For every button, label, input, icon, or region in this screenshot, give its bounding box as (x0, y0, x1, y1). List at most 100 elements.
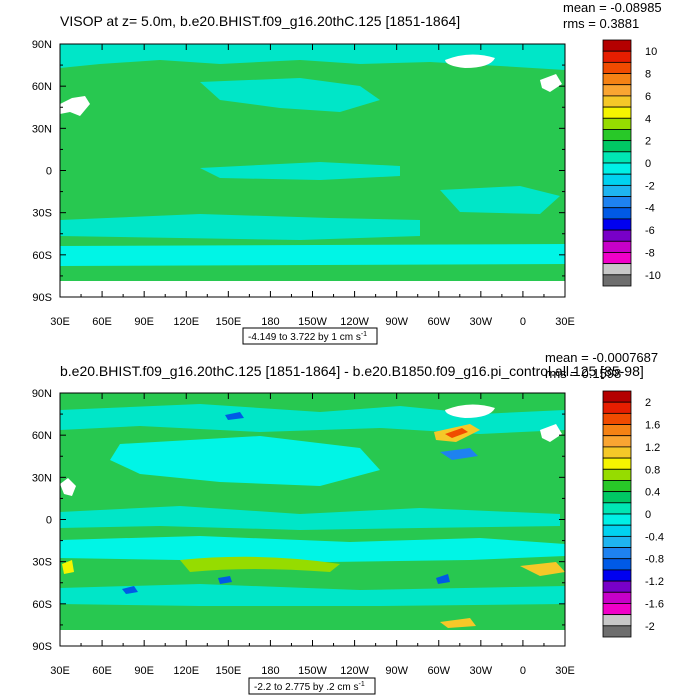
panel-2-cyan-band-1 (60, 404, 565, 434)
panel-2-orange-spot-south (520, 562, 565, 576)
colorbar-label: -0.8 (645, 554, 664, 566)
panel-2-greenland (445, 404, 495, 418)
y-tick-label: 30N (32, 123, 52, 135)
panel-2-red-spot-atlantic (445, 428, 468, 438)
colorbar-swatch (602, 603, 632, 616)
panel-2-yellow-band (180, 556, 340, 572)
panel-1-axes: 30E 60E 90E 120E 150E 180 150W 120W 90W 60W 30W 0 30… (32, 39, 575, 328)
panel-2: b.e20.BHIST.f09_g16.20thC.125 [1851-1864… (32, 350, 664, 695)
panel-2-land-east (540, 424, 562, 442)
colorbar-swatch (602, 614, 632, 627)
x-tick-label: 150E (215, 316, 241, 328)
colorbar-swatch (602, 412, 632, 425)
y-tick-label: 30N (32, 472, 52, 484)
y-tick-label: 30S (32, 557, 52, 569)
x-tick-label: 30E (555, 316, 575, 328)
x-tick-label: 30E (555, 665, 575, 677)
colorbar-swatch (602, 569, 632, 582)
x-tick-label: 0 (520, 316, 526, 328)
colorbar-swatch (602, 207, 632, 220)
colorbar-swatch (602, 513, 632, 526)
colorbar-swatch (602, 274, 632, 287)
panel-2-range-label: -2.2 to 2.775 by .2 cm s-1 (254, 681, 365, 693)
panel-1-range-label: -4.149 to 3.722 by 1 cm s-1 (248, 331, 367, 343)
colorbar-label: 2 (645, 397, 651, 409)
colorbar-label: 1.6 (645, 420, 660, 432)
panel-1-rms: rms = 0.3881 (563, 16, 639, 31)
y-tick-label: 60S (32, 250, 52, 262)
panel-2-orange-spot-samerica (440, 618, 476, 628)
panel-1-cyan-north-pacific (200, 78, 380, 112)
colorbar-label: 4 (645, 113, 651, 125)
panel-2-range-box: -2.2 to 2.775 by .2 cm s-1 (248, 677, 376, 695)
panel-1-cyan-equator (200, 162, 400, 180)
x-tick-label: 90W (385, 316, 408, 328)
panel-2-cyan-equator (60, 506, 560, 530)
colorbar-swatch (602, 263, 632, 276)
panel-2-title: b.e20.BHIST.f09_g16.20thC.125 [1851-1864… (60, 363, 644, 379)
x-tick-label: 90W (385, 665, 408, 677)
colorbar-label: 8 (645, 69, 651, 81)
colorbar-label: -2 (645, 180, 655, 192)
colorbar-swatch (602, 435, 632, 448)
panel-2-rms: rms = 0.1598 (545, 366, 621, 381)
x-tick-label: 60W (427, 665, 450, 677)
x-tick-label: 60E (92, 665, 112, 677)
panel-2-blue-spot-3 (218, 576, 232, 584)
panel-2-axes: 30E 60E 90E 120E 150E 180 150W 120W 90W 60W 30W 0 30… (32, 388, 575, 677)
x-tick-label: 120E (173, 316, 199, 328)
colorbar-swatch (602, 558, 632, 571)
colorbar-swatch (602, 129, 632, 142)
colorbar-label: 0.4 (645, 487, 660, 499)
x-tick-label: 30E (50, 665, 70, 677)
colorbar-label: 6 (645, 91, 651, 103)
panel-2-blue-spot-1 (225, 412, 244, 420)
colorbar-swatch (602, 491, 632, 504)
colorbar-label: -1.6 (645, 598, 664, 610)
x-tick-label: 0 (520, 665, 526, 677)
colorbar-swatch (602, 184, 632, 197)
colorbar-swatch (602, 39, 632, 52)
y-tick-label: 90N (32, 39, 52, 51)
panel-1-land-west (60, 96, 90, 116)
x-tick-label: 60W (427, 316, 450, 328)
y-tick-label: 90S (32, 641, 52, 653)
panel-1-title: VISOP at z= 5.0m, b.e20.BHIST.f09_g16.20… (60, 13, 460, 29)
y-tick-label: 0 (46, 166, 52, 178)
colorbar-swatch (602, 580, 632, 593)
x-tick-label: 120E (173, 665, 199, 677)
panel-2-blue-spot-2 (122, 586, 138, 594)
panel-1-cyan-south-pacific (60, 214, 420, 240)
panel-2-cyan-south (60, 536, 565, 562)
colorbar-swatch (602, 252, 632, 265)
panel-2-cyan-southern-ocean (60, 584, 565, 606)
panel-1: VISOP at z= 5.0m, b.e20.BHIST.f09_g16.20… (32, 0, 662, 345)
panel-1-cyan-south-atlantic (440, 186, 560, 214)
colorbar-swatch (602, 151, 632, 164)
colorbar-label: 1.2 (645, 442, 660, 454)
colorbar-swatch (602, 535, 632, 548)
x-tick-label: 30W (470, 665, 493, 677)
colorbar-swatch (602, 446, 632, 459)
colorbar-swatch (602, 547, 632, 560)
colorbar-swatch (602, 61, 632, 74)
y-tick-label: 90N (32, 388, 52, 400)
colorbar-label: -8 (645, 247, 655, 259)
y-tick-label: 30S (32, 208, 52, 220)
panel-1-field (60, 44, 565, 297)
colorbar-swatch (602, 240, 632, 253)
colorbar-swatch (602, 390, 632, 403)
x-tick-label: 180 (261, 316, 279, 328)
colorbar-swatch (602, 524, 632, 537)
colorbar-label: -6 (645, 225, 655, 237)
panel-1-greenland (445, 54, 495, 68)
panel-2-land-west (60, 478, 76, 496)
colorbar-swatch (602, 424, 632, 437)
colorbar-swatch (602, 84, 632, 97)
x-tick-label: 150W (298, 665, 327, 677)
colorbar-label: -4 (645, 203, 655, 215)
colorbar-swatch (602, 117, 632, 130)
panel-1-range-box: -4.149 to 3.722 by 1 cm s-1 (242, 327, 378, 345)
colorbar-swatch (602, 457, 632, 470)
colorbar-swatch (602, 229, 632, 242)
